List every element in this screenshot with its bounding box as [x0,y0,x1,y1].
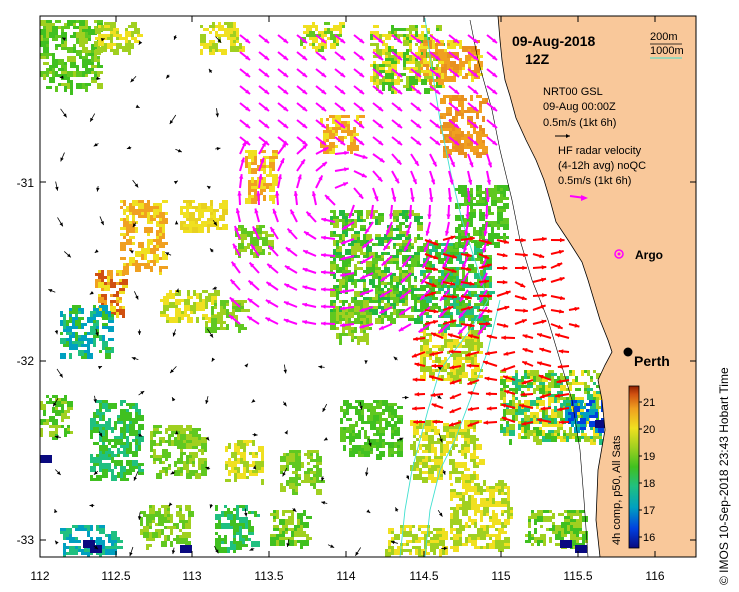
hf-subtitle: (4-12h avg) noQC [558,160,646,172]
bathymetry-1000m [399,17,489,557]
colorbar-tick-19: 19 [643,451,655,463]
map-plot-area [40,16,696,557]
bathy-legend-200m: 200m [650,31,678,43]
perth-label: Perth [634,353,670,369]
land-mass [497,16,696,557]
hf-scale: 0.5m/s (1kt 6h) [558,175,631,187]
x-tick-114: 114 [336,569,355,583]
gsl-title: NRT00 GSL [543,86,603,98]
bathymetry-200m [469,19,589,557]
argo-marker [614,249,624,259]
map-time: 12Z [525,51,550,67]
colorbar-ticks [639,401,642,538]
colorbar-tick-20: 20 [643,424,655,436]
colorbar-tick-16: 16 [643,532,655,544]
gsl-time: 09-Aug 00:00Z [543,101,616,113]
current-vectors [48,34,580,557]
map-frame [39,15,697,558]
colorbar-tick-17: 17 [643,505,655,517]
x-tick-113: 113 [182,569,201,583]
sst-patches [40,20,607,557]
axis-ticks [39,16,696,557]
bathy-legend-1000m: 1000m [650,45,684,57]
map-date: 09-Aug-2018 [512,33,595,49]
x-tick-112: 112 [30,569,49,583]
colorbar-label: 4h comp, p50, All Sats [611,435,623,545]
y-tick-minus-31: -31 [17,176,35,190]
gsl-scale: 0.5m/s (1kt 6h) [543,117,616,129]
argo-label: Argo [635,248,663,262]
x-tick-114.5: 114.5 [409,569,438,583]
x-tick-116: 116 [645,569,664,583]
x-tick-115: 115 [491,569,510,583]
y-tick-minus-32: -32 [17,354,35,368]
colorbar [628,385,640,549]
hf-title: HF radar velocity [558,145,642,157]
y-tick-minus-33: -33 [17,533,35,547]
bathymetry-1000m-canyon [424,299,501,557]
x-tick-113.5: 113.5 [254,569,283,583]
colorbar-tick-21: 21 [643,397,655,409]
x-tick-115.5: 115.5 [563,569,592,583]
gsl-scale-arrow [555,134,570,138]
hf-scale-arrow [569,195,588,201]
x-tick-112.5: 112.5 [101,569,130,583]
imos-credit: © IMOS 10-Sep-2018 23:43 Hobart Time [717,367,731,585]
colorbar-tick-18: 18 [643,478,655,490]
perth-marker [623,347,633,357]
